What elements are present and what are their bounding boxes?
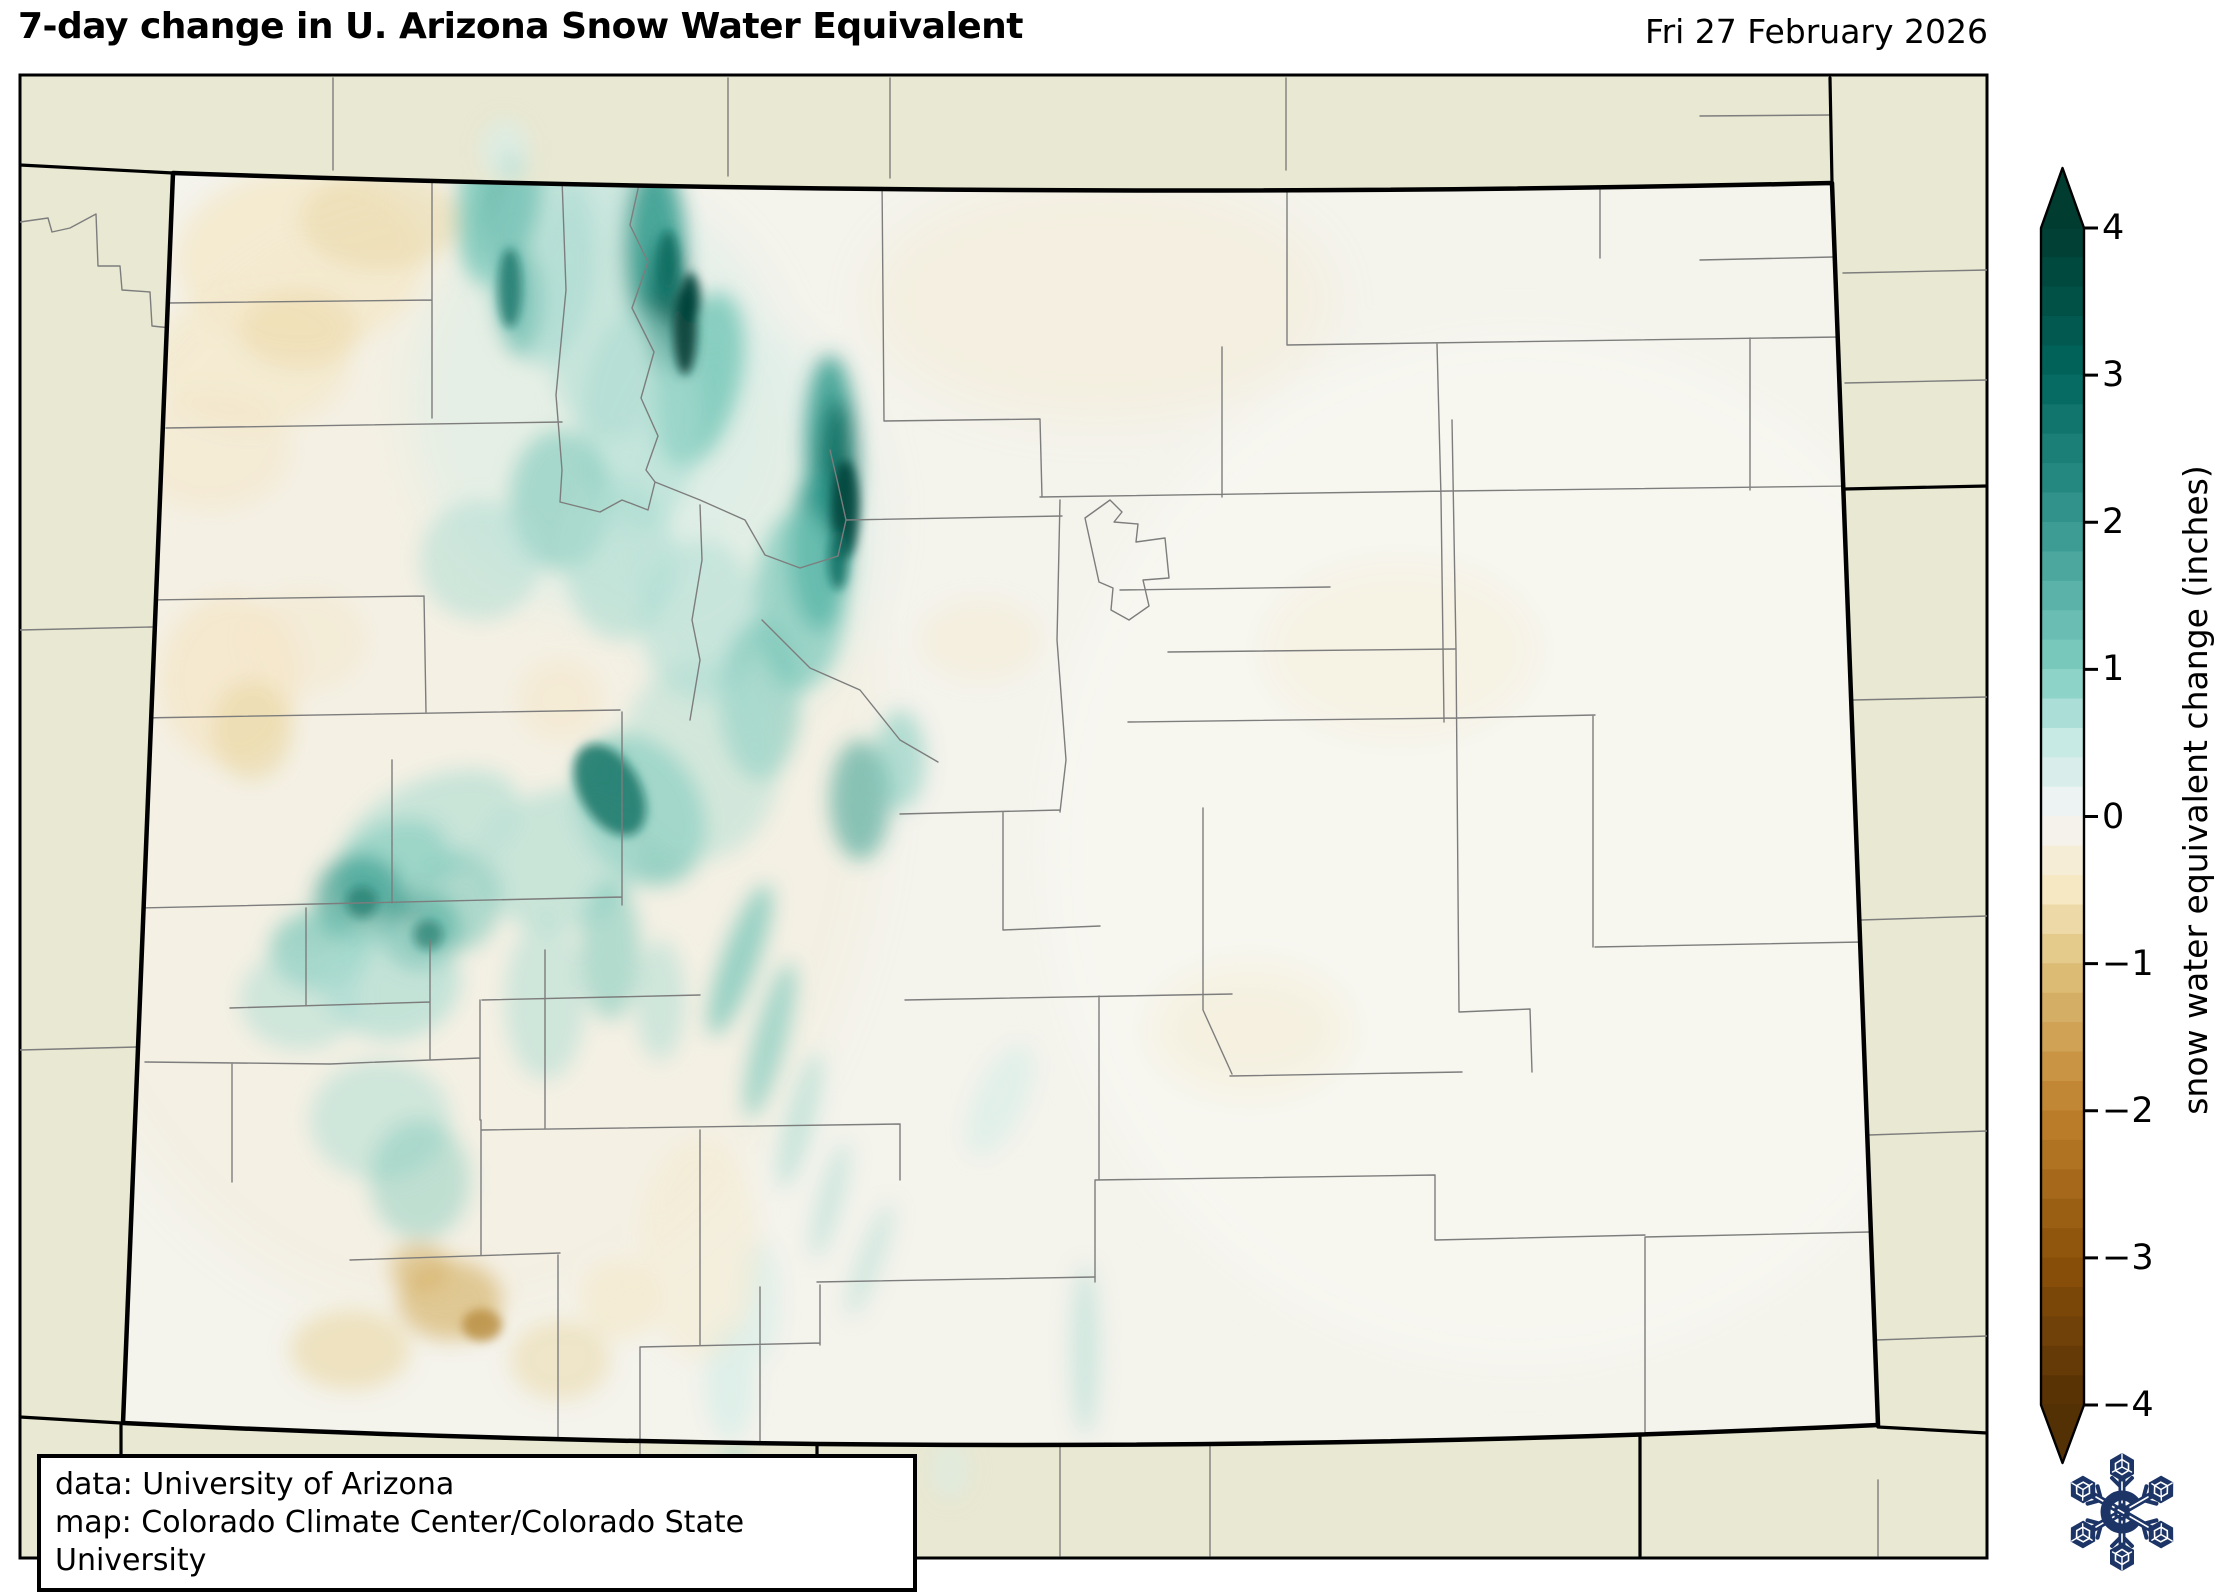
- snowflake-logo-icon: [2070, 1452, 2174, 1572]
- colorbar-tick-label: 2: [2102, 502, 2125, 543]
- date-label: Fri 27 February 2026: [1645, 12, 1988, 51]
- colorbar-tick-label: 1: [2102, 649, 2125, 690]
- county-lines-southwest: [138, 711, 1096, 1446]
- attribution-box: data: University of Arizona map: Colorad…: [37, 1454, 917, 1592]
- colorado-swe-raster: [123, 173, 1878, 1446]
- colorbar-tick-label: 4: [2102, 208, 2125, 248]
- colorbar-axis-label: snow water equivalent change (inches): [2176, 465, 2215, 1115]
- colorbar-tick-label: −2: [2102, 1090, 2154, 1131]
- page-title: 7-day change in U. Arizona Snow Water Eq…: [18, 6, 1024, 47]
- colorbar-tick-label: 3: [2102, 355, 2125, 396]
- attribution-map-line: map: Colorado Climate Center/Colorado St…: [55, 1505, 745, 1578]
- county-lines-southeast: [904, 993, 1870, 1435]
- colorbar-tick-label: −4: [2102, 1385, 2154, 1425]
- county-lines-denver-plains: [899, 419, 1863, 1077]
- county-lines-northeast: [881, 177, 1849, 723]
- attribution-data-line: data: University of Arizona: [55, 1467, 455, 1502]
- colorbar: [2039, 166, 2098, 1465]
- county-lines-north-mountains: [139, 178, 1063, 763]
- colorbar-tick-label: −3: [2102, 1237, 2154, 1278]
- colorbar-tick-label: −1: [2102, 943, 2154, 984]
- colorado-state-border: [120, 170, 1881, 1448]
- colorbar-tick-label: 0: [2102, 796, 2125, 837]
